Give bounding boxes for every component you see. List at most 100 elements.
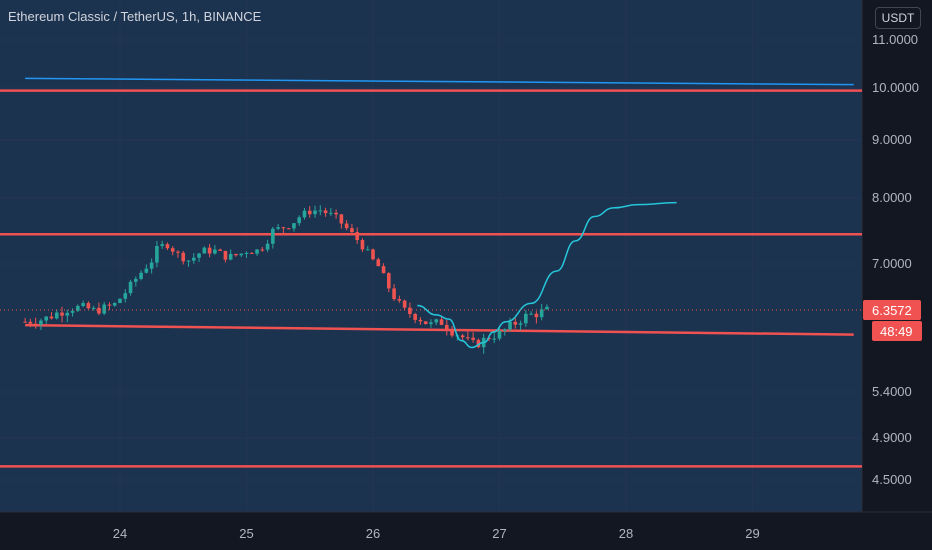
candle-body — [112, 303, 117, 306]
last-price-badge — [863, 300, 921, 320]
price-tick-label: 9.0000 — [872, 132, 912, 147]
time-axis[interactable] — [0, 512, 932, 550]
candle-body — [139, 272, 143, 279]
candle-body — [355, 232, 359, 241]
candle-body — [492, 338, 497, 340]
candle-body — [297, 217, 302, 224]
candle-body — [397, 299, 402, 301]
candle-body — [23, 321, 27, 323]
candle-body — [33, 323, 38, 325]
candle-body — [387, 273, 391, 289]
candle-body — [371, 249, 375, 260]
candle-body — [197, 253, 201, 258]
candle-body — [86, 303, 91, 309]
candle-body — [513, 321, 518, 325]
candle-body — [155, 245, 159, 263]
time-tick-label: 25 — [239, 526, 253, 541]
candle-body — [123, 293, 128, 299]
projection-path[interactable] — [417, 201, 677, 349]
candle-body — [313, 210, 317, 215]
candle-body — [202, 247, 207, 254]
candle-body — [539, 309, 544, 318]
candle-body — [181, 252, 186, 262]
candle-body — [191, 257, 196, 261]
candle-body — [292, 223, 296, 229]
candle-body — [218, 249, 222, 251]
candle-body — [186, 260, 191, 262]
candle-body — [545, 306, 549, 310]
currency-selector[interactable]: USDT — [875, 7, 921, 29]
candle-body — [344, 223, 349, 229]
candle-body — [207, 247, 212, 254]
price-tick-label: 7.0000 — [872, 256, 912, 271]
countdown-badge — [872, 321, 922, 341]
candle-body — [223, 250, 228, 260]
plot-area — [0, 0, 862, 512]
candle-body — [466, 337, 470, 339]
candle-body — [44, 316, 49, 321]
candle-body — [392, 288, 396, 300]
candle-body — [429, 322, 433, 325]
candle-body — [76, 305, 80, 311]
countdown-label: 48:49 — [880, 324, 913, 339]
candle-body — [97, 307, 101, 314]
support-line[interactable] — [25, 323, 854, 336]
time-tick-label: 24 — [113, 526, 127, 541]
candle-body — [265, 243, 270, 250]
price-axis[interactable] — [862, 0, 932, 550]
candle-body — [65, 312, 70, 316]
candle-body — [381, 266, 386, 274]
symbol-title[interactable]: Ethereum Classic / TetherUS, 1h, BINANCE — [8, 9, 262, 24]
candle-body — [102, 304, 106, 314]
price-tick-label: 8.0000 — [872, 190, 912, 205]
candle-body — [318, 210, 323, 212]
candle-body — [134, 278, 138, 282]
candle-body — [350, 228, 354, 233]
candle-body — [334, 212, 338, 215]
candle-body — [508, 321, 512, 330]
candle-body — [91, 307, 96, 309]
last-price-label: 6.3572 — [872, 303, 912, 318]
candle-body — [329, 212, 333, 214]
price-tick-label: 10.0000 — [872, 80, 919, 95]
trend-line[interactable] — [25, 77, 854, 86]
candle-body — [360, 240, 365, 250]
price-tick-label: 4.9000 — [872, 430, 912, 445]
candle-body — [281, 227, 286, 229]
candle-body — [49, 316, 54, 319]
candle-body — [434, 319, 439, 323]
candle-body — [170, 248, 175, 252]
candle-body — [534, 313, 539, 318]
candle-body — [460, 335, 465, 338]
candle-body — [28, 321, 33, 324]
candle-body — [365, 249, 370, 251]
candle-body — [160, 244, 164, 246]
candle-body — [128, 281, 133, 294]
candle-body — [323, 210, 328, 214]
candle-body — [471, 337, 475, 340]
candle-body — [244, 252, 249, 254]
time-tick-label: 27 — [492, 526, 506, 541]
candle-body — [307, 210, 312, 215]
price-tick-label: 5.4000 — [872, 384, 912, 399]
candle-body — [450, 329, 454, 336]
candle-body — [476, 339, 481, 348]
candle-body — [70, 310, 75, 313]
candle-body — [213, 249, 217, 254]
candle-body — [439, 319, 444, 325]
candle-body — [39, 320, 43, 325]
candle-body — [260, 249, 265, 251]
candle-body — [276, 227, 280, 229]
candle-body — [234, 253, 238, 256]
time-tick-label: 29 — [745, 526, 759, 541]
candle-body — [255, 249, 259, 254]
candle-body — [144, 268, 149, 273]
candle-body — [376, 259, 381, 267]
candle-body — [444, 324, 449, 330]
candle-body — [118, 298, 122, 304]
candle-body — [286, 228, 291, 230]
candle-body — [339, 214, 344, 224]
candle-body — [418, 319, 423, 322]
